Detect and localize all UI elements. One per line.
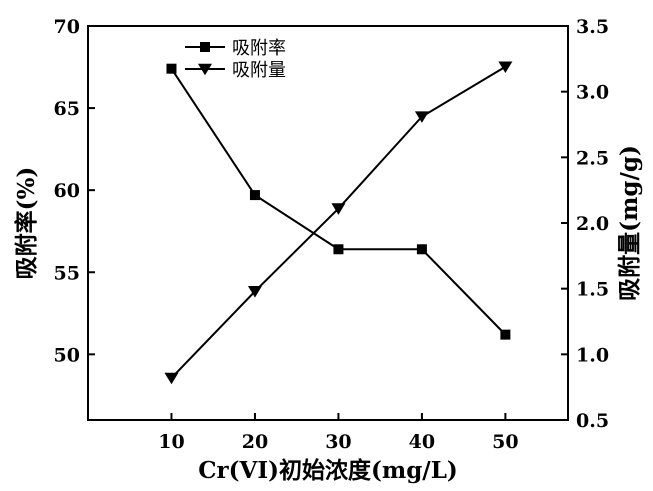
right-y-tick-label: 1.0 <box>576 344 609 366</box>
legend-label: 吸附率 <box>232 38 286 59</box>
series-layer <box>164 61 513 385</box>
right-y-axis-label: 吸附量(mg/g) <box>616 145 643 301</box>
right-y-tick-label: 0.5 <box>576 410 609 432</box>
data-point <box>249 190 260 201</box>
right-y-ticks: 0.5 1.0 1.5 2.0 2.5 3.0 3.5 <box>561 16 609 432</box>
x-tick-label: 20 <box>242 431 268 453</box>
legend-marker <box>198 63 212 76</box>
right-y-tick-label: 2.5 <box>576 147 609 169</box>
left-y-tick-label: 70 <box>54 16 80 38</box>
data-point <box>414 111 429 123</box>
data-point <box>166 63 177 74</box>
left-y-tick-label: 60 <box>54 180 80 202</box>
legend-label: 吸附量 <box>232 60 286 81</box>
x-tick-label: 10 <box>158 431 184 453</box>
left-y-axis-label: 吸附率(%) <box>13 167 40 280</box>
x-axis-label: Cr(VI)初始浓度(mg/L) <box>198 457 458 484</box>
right-y-tick-label: 3.0 <box>576 82 609 104</box>
right-y-tick-label: 3.5 <box>576 16 609 38</box>
x-tick-label: 50 <box>492 431 518 453</box>
series-1 <box>166 63 511 340</box>
left-y-tick-label: 50 <box>54 344 80 366</box>
series-line <box>170 65 506 379</box>
series-line <box>170 68 507 336</box>
x-ticks: 10 20 30 40 50 <box>158 413 519 453</box>
x-tick-label: 30 <box>325 431 351 453</box>
data-point <box>498 61 513 74</box>
left-y-tick-label: 65 <box>54 98 80 120</box>
right-y-tick-label: 2.0 <box>576 213 609 235</box>
left-y-tick-label: 55 <box>54 262 80 284</box>
data-point <box>247 286 262 298</box>
plot-frame <box>87 25 569 421</box>
right-y-tick-label: 1.5 <box>576 279 609 301</box>
legend-item: 吸附率 <box>185 38 286 59</box>
series-2 <box>164 61 513 385</box>
data-point <box>164 372 179 385</box>
legend-item: 吸附量 <box>185 60 286 81</box>
data-point <box>416 244 427 255</box>
x-tick-label: 40 <box>409 431 435 453</box>
data-point <box>500 329 511 340</box>
legend-marker <box>200 42 210 52</box>
data-point <box>331 203 346 215</box>
left-y-ticks: 50 55 60 65 70 <box>54 16 95 366</box>
data-point <box>333 244 344 255</box>
